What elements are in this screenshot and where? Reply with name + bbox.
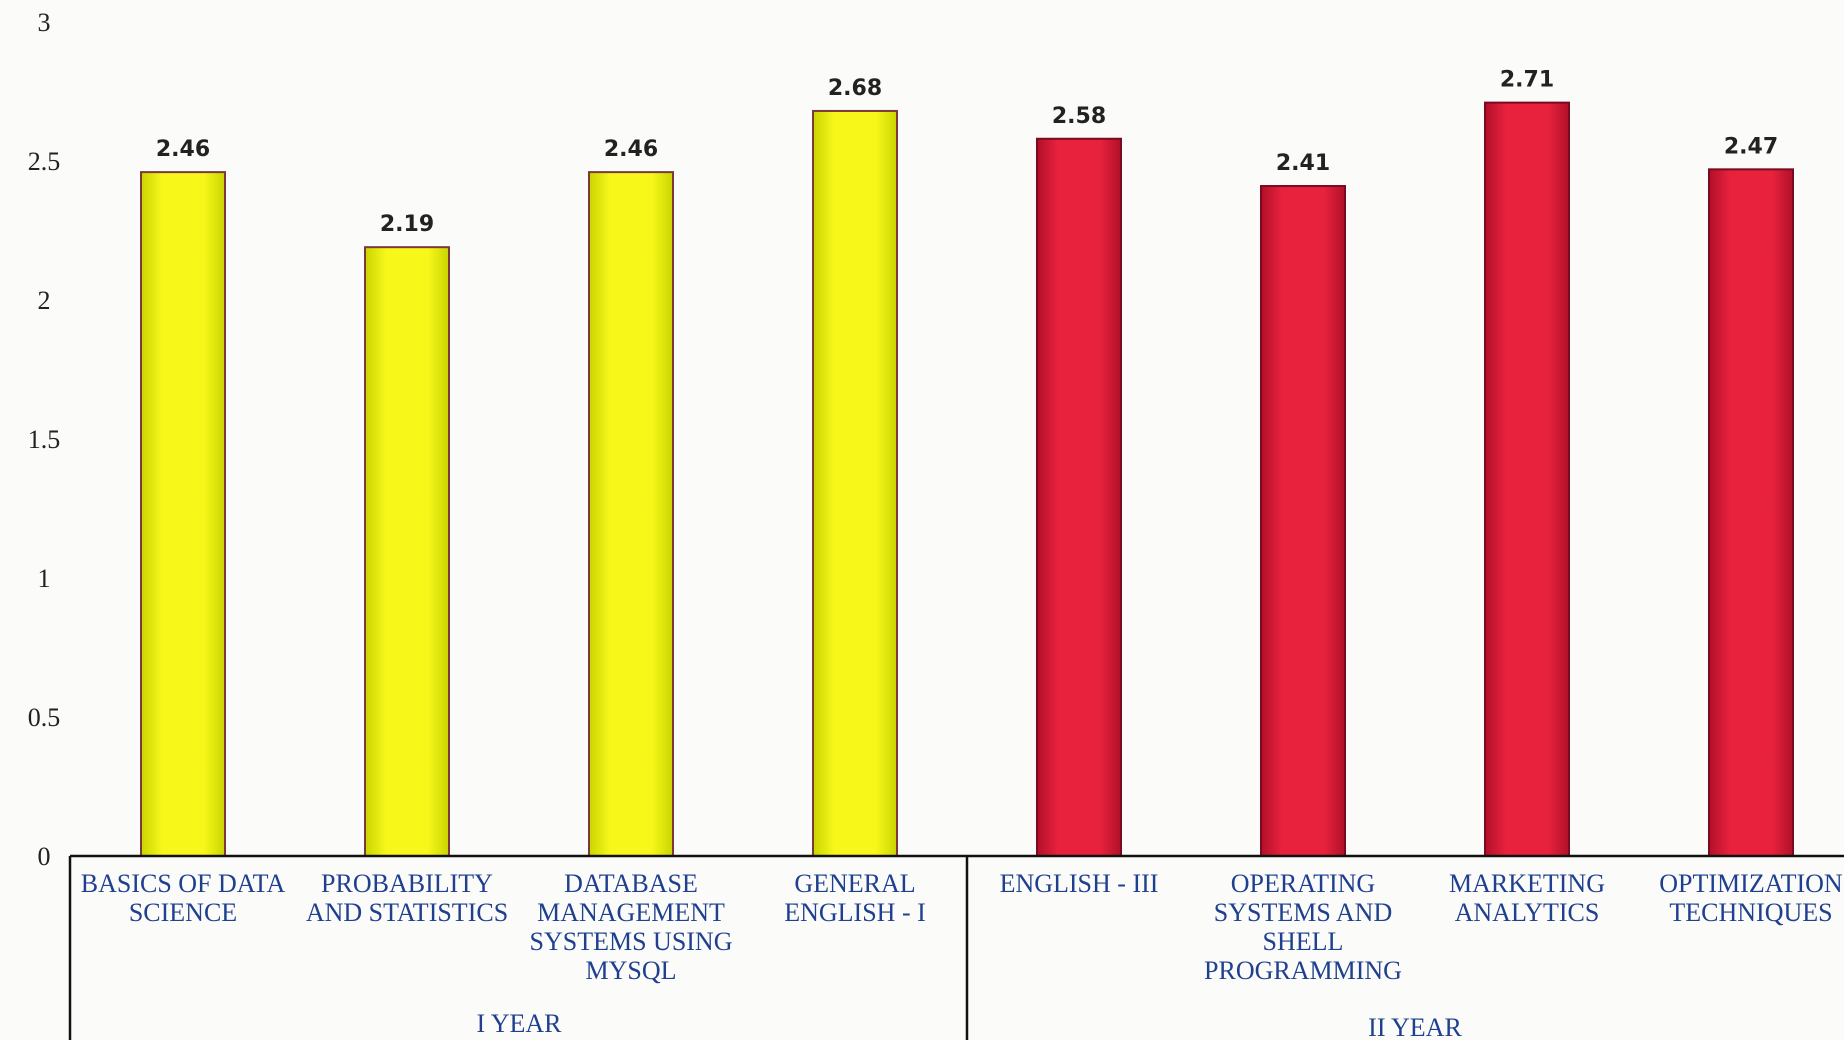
x-category-label: OPTIMIZATION TECHNIQUES bbox=[1659, 869, 1843, 927]
y-axis: 0 0.5 1 1.5 2 2.5 3 bbox=[28, 8, 61, 871]
group-label: II YEAR bbox=[1368, 1013, 1462, 1040]
bar bbox=[1708, 168, 1794, 857]
bars bbox=[140, 101, 1794, 858]
bar-value-label: 2.71 bbox=[1500, 68, 1554, 93]
value-labels: 2.46 2.19 2.46 2.68 2.58 2.41 2.71 2.47 bbox=[156, 68, 1778, 238]
x-category-label: OPERATING SYSTEMS AND SHELL PROGRAMMING bbox=[1204, 869, 1402, 985]
x-category-label: DATABASE MANAGEMENT SYSTEMS USING MYSQL bbox=[530, 869, 733, 985]
bar bbox=[588, 171, 674, 857]
x-category-label: BASICS OF DATA SCIENCE bbox=[81, 869, 286, 927]
bar bbox=[364, 246, 450, 857]
bar-value-label: 2.46 bbox=[156, 137, 210, 162]
bar-value-label: 2.68 bbox=[828, 76, 882, 101]
y-tick-label: 0.5 bbox=[28, 703, 61, 732]
bar bbox=[1036, 137, 1122, 857]
x-category-label: ENGLISH - III bbox=[1000, 869, 1159, 898]
x-category-label: GENERAL ENGLISH - I bbox=[784, 869, 926, 927]
group-label: I YEAR bbox=[477, 1009, 563, 1038]
y-tick-label: 1 bbox=[38, 564, 51, 593]
bar-value-label: 2.19 bbox=[380, 212, 434, 237]
y-tick-label: 1.5 bbox=[28, 425, 61, 454]
bar bbox=[1484, 101, 1570, 858]
bar bbox=[1260, 185, 1346, 857]
y-tick-label: 0 bbox=[38, 842, 51, 871]
y-tick-label: 2.5 bbox=[28, 147, 61, 176]
bar-value-label: 2.58 bbox=[1052, 104, 1106, 129]
bar bbox=[140, 171, 226, 857]
x-category-label: MARKETING ANALYTICS bbox=[1449, 869, 1605, 927]
bar-value-label: 2.46 bbox=[604, 137, 658, 162]
bar-value-label: 2.47 bbox=[1724, 134, 1778, 159]
y-tick-label: 2 bbox=[38, 286, 51, 315]
bar-value-label: 2.41 bbox=[1276, 151, 1330, 176]
x-category-label: PROBABILITY AND STATISTICS bbox=[306, 869, 508, 927]
bar bbox=[812, 109, 898, 857]
y-tick-label: 3 bbox=[38, 8, 51, 37]
category-table: BASICS OF DATA SCIENCE PROBABILITY AND STAT… bbox=[68, 854, 1844, 1040]
